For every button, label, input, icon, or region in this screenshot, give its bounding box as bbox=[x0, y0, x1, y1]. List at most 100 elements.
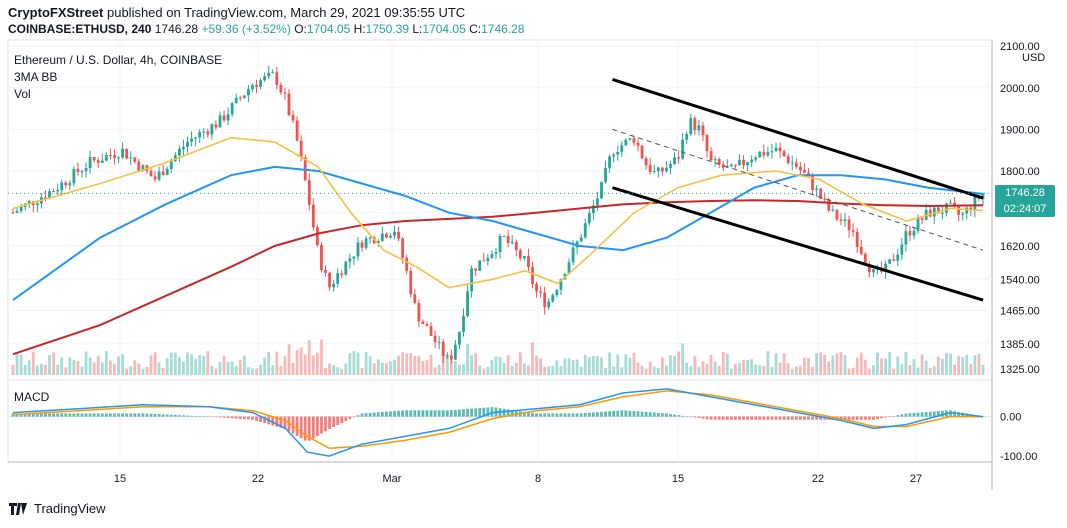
macd-histogram-bar bbox=[859, 416, 863, 420]
macd-histogram-bar bbox=[750, 416, 754, 420]
volume-bar bbox=[56, 364, 60, 375]
low-value: 1704.05 bbox=[422, 22, 466, 36]
candle-body bbox=[872, 269, 875, 273]
candle-body bbox=[137, 161, 141, 171]
candle-body bbox=[494, 252, 498, 254]
volume-bar bbox=[600, 357, 603, 375]
candle-body bbox=[92, 157, 96, 161]
macd-histogram-bar bbox=[693, 416, 697, 418]
candle-body bbox=[210, 124, 214, 135]
volume-bars bbox=[11, 339, 985, 375]
candle-body bbox=[328, 272, 331, 288]
candle-body bbox=[263, 76, 267, 81]
channel-lower-line bbox=[612, 186, 984, 302]
macd-histogram-bar bbox=[437, 410, 441, 417]
macd-histogram-bar bbox=[238, 416, 242, 419]
volume-bar bbox=[315, 352, 319, 375]
macd-histogram-bar bbox=[129, 413, 133, 417]
macd-histogram-bar bbox=[563, 413, 567, 417]
macd-histogram-bar bbox=[571, 413, 575, 417]
volume-bar bbox=[129, 366, 133, 375]
macd-histogram-bar bbox=[173, 414, 177, 417]
macd-histogram-bar bbox=[863, 416, 867, 420]
volume-bar bbox=[311, 355, 315, 375]
candle-body bbox=[754, 157, 758, 160]
candle-body bbox=[133, 157, 137, 162]
macd-histogram-bar bbox=[673, 414, 676, 417]
currency-label[interactable]: USD bbox=[1022, 52, 1046, 64]
candle-body bbox=[547, 301, 551, 308]
channel-mid-line bbox=[612, 128, 984, 251]
volume-bar bbox=[969, 364, 973, 375]
volume-bar bbox=[640, 365, 644, 375]
candle-body bbox=[198, 132, 202, 138]
candle-body bbox=[750, 159, 754, 163]
volume-bar bbox=[157, 362, 161, 375]
macd-histogram-bar bbox=[76, 413, 80, 417]
volume-bar bbox=[908, 365, 912, 375]
volume-bar bbox=[721, 352, 725, 375]
volume-bar bbox=[214, 368, 218, 375]
macd-histogram-bar bbox=[182, 415, 185, 417]
volume-bar bbox=[932, 366, 936, 375]
macd-histogram-bar bbox=[393, 411, 396, 417]
y-tick-label: 1465.00 bbox=[1000, 305, 1040, 317]
volume-bar bbox=[518, 352, 522, 375]
y-tick-label: 1385.00 bbox=[1000, 339, 1040, 351]
candle-body bbox=[884, 263, 887, 272]
volume-label[interactable]: Vol bbox=[14, 87, 31, 101]
macd-histogram-bar bbox=[80, 413, 84, 417]
macd-histogram-bar bbox=[539, 413, 543, 417]
volume-bar bbox=[567, 358, 571, 375]
macd-histogram-bar bbox=[794, 416, 798, 420]
macd-histogram-bar bbox=[72, 413, 76, 417]
macd-label[interactable]: MACD bbox=[14, 390, 50, 404]
macd-histogram-bar bbox=[429, 410, 433, 417]
tradingview-logo-icon bbox=[9, 502, 27, 515]
candle-body bbox=[441, 341, 445, 357]
macd-histogram-bar bbox=[324, 416, 327, 432]
indicator-label[interactable]: 3MA BB bbox=[14, 70, 58, 84]
macd-histogram-bar bbox=[125, 413, 129, 417]
candle-body bbox=[129, 157, 133, 159]
candle-body bbox=[56, 190, 60, 192]
candle-body bbox=[969, 207, 973, 211]
candle-body bbox=[332, 283, 336, 288]
volume-bar bbox=[851, 367, 855, 375]
publisher-name[interactable]: CryptoFXStreet bbox=[8, 5, 104, 20]
candle-body bbox=[259, 80, 262, 87]
volume-bar bbox=[596, 356, 599, 375]
ma-slow-line bbox=[12, 199, 984, 356]
volume-bar bbox=[941, 358, 944, 375]
candle-body bbox=[624, 139, 628, 146]
macd-histogram-bar bbox=[640, 411, 644, 417]
volume-bar bbox=[405, 353, 409, 375]
volume-bar bbox=[109, 360, 112, 375]
volume-bar bbox=[125, 368, 129, 375]
candle-body bbox=[389, 235, 392, 238]
candle-body bbox=[413, 294, 417, 303]
candle-body bbox=[48, 191, 51, 199]
tradingview-branding[interactable]: TradingView bbox=[8, 501, 106, 516]
volume-bar bbox=[965, 355, 969, 375]
candle-body bbox=[429, 326, 433, 336]
volume-bar bbox=[40, 363, 43, 375]
candle-body bbox=[320, 244, 323, 270]
volume-bar bbox=[35, 365, 39, 375]
macd-histogram-bar bbox=[218, 416, 222, 418]
volume-bar bbox=[283, 356, 287, 375]
macd-histogram-bar bbox=[109, 413, 112, 417]
volume-bar bbox=[527, 365, 530, 375]
candle-body bbox=[936, 207, 940, 214]
candle-body bbox=[851, 230, 855, 232]
candle-body bbox=[364, 238, 368, 248]
volume-bar bbox=[872, 365, 875, 375]
volume-bar bbox=[295, 349, 299, 375]
candle-body bbox=[222, 115, 226, 121]
volume-bar bbox=[449, 358, 453, 375]
candle-body bbox=[583, 223, 587, 238]
macd-histogram-bar bbox=[628, 410, 632, 417]
macd-histogram-bar bbox=[133, 413, 137, 417]
macd-histogram-bar bbox=[222, 416, 226, 418]
